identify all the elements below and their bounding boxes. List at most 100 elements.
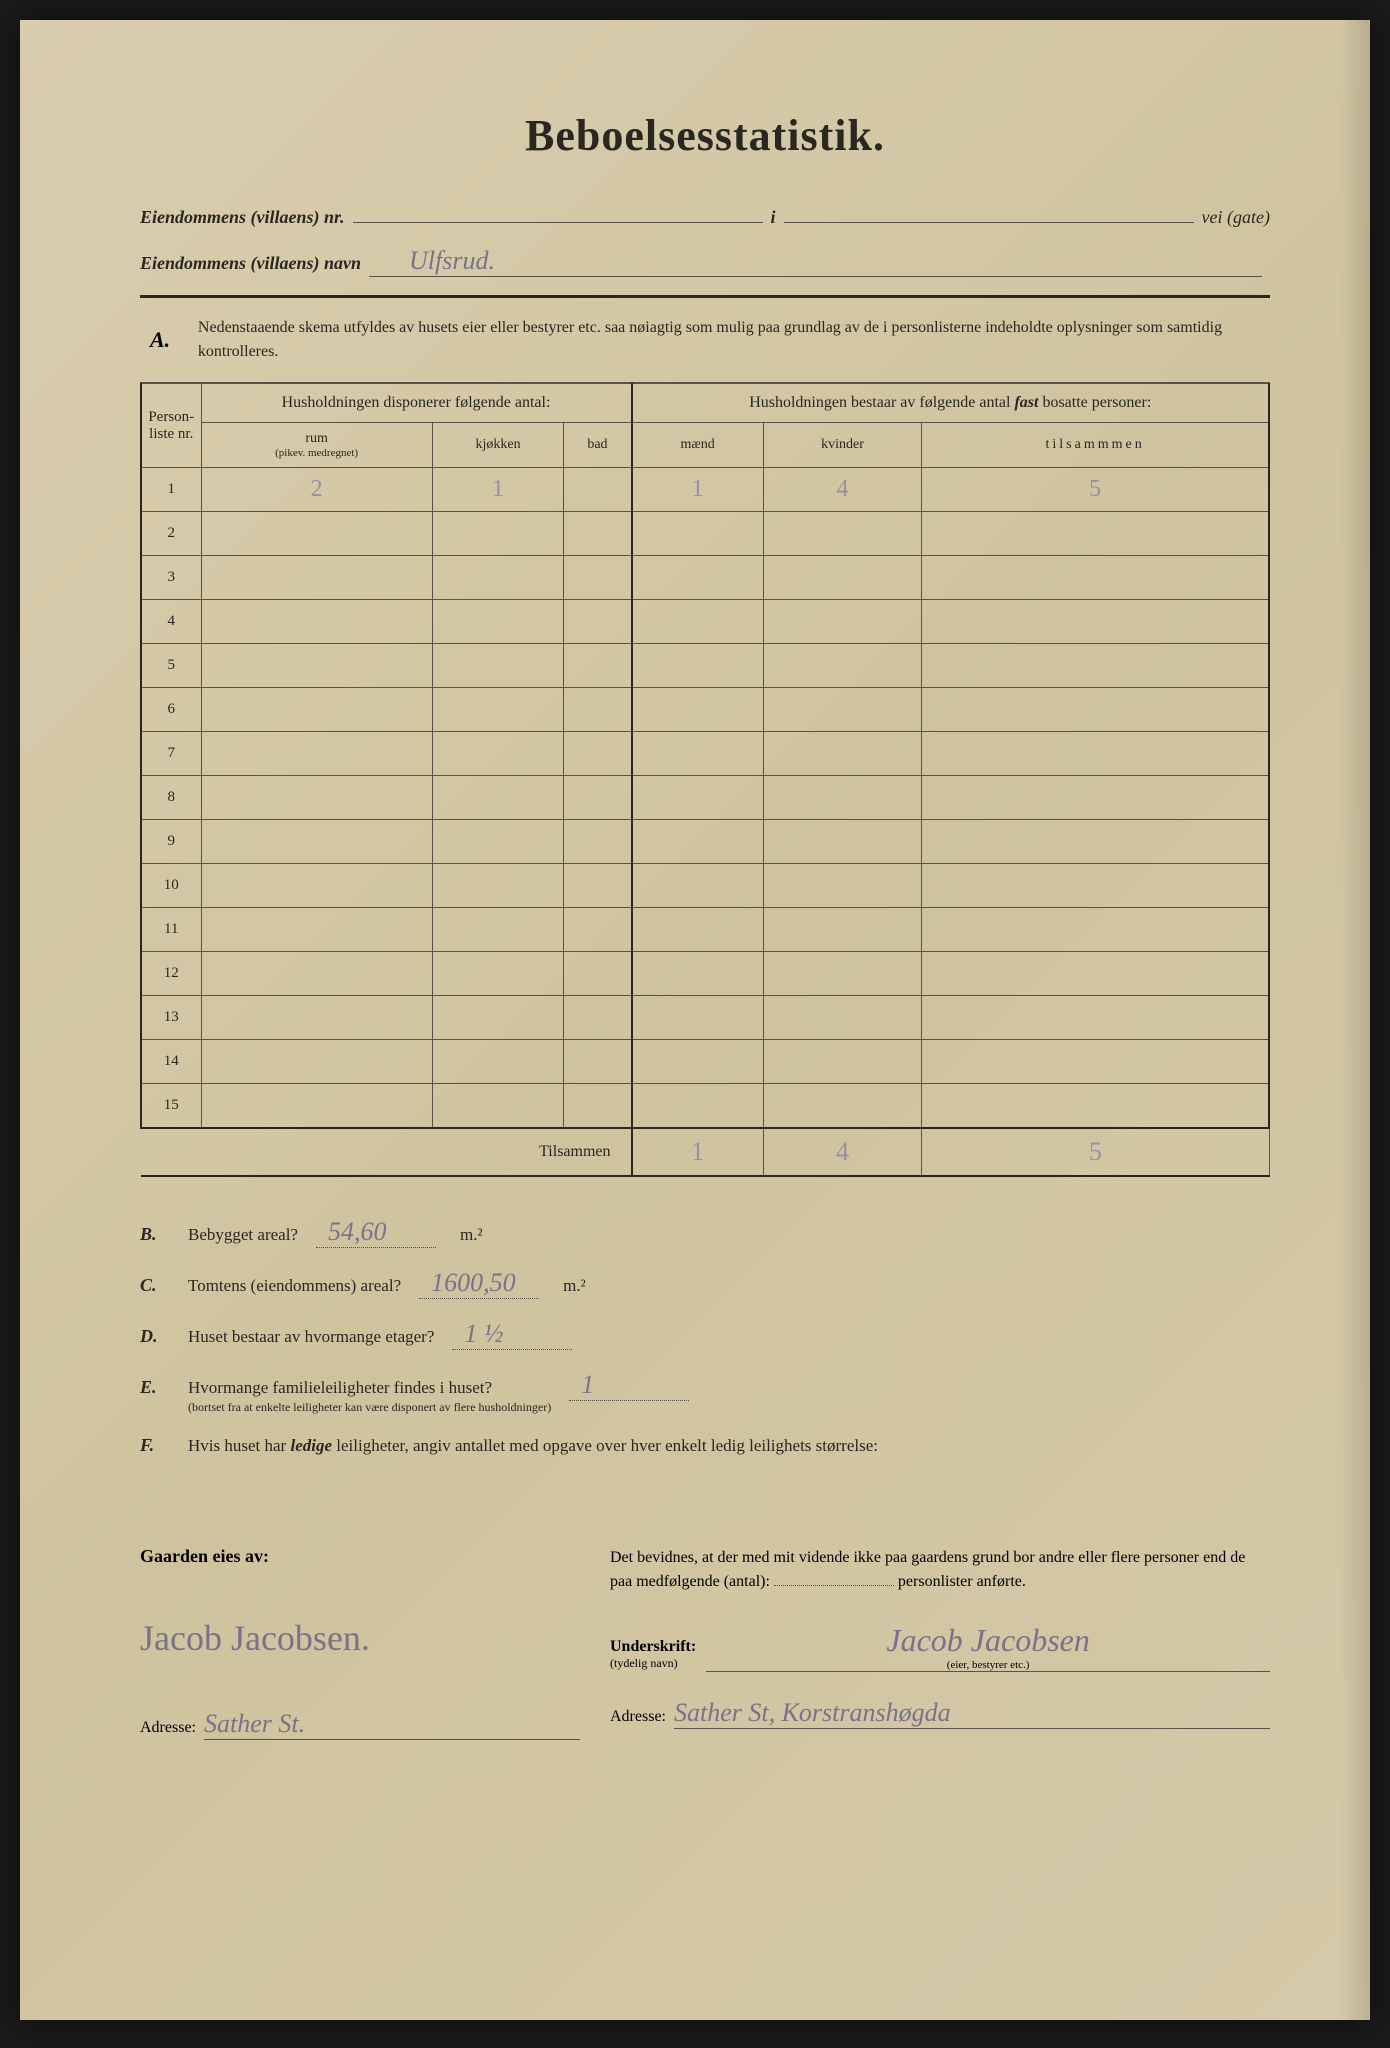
- cell-nr: 4: [141, 600, 201, 644]
- footer-kvinder: 4: [763, 1128, 921, 1176]
- cell-tilsammen: [922, 952, 1269, 996]
- footer-block: Gaarden eies av: Jacob Jacobsen. Adresse…: [140, 1546, 1270, 1740]
- cell-kjokken: [432, 644, 564, 688]
- cell-kvinder: [763, 600, 921, 644]
- cell-nr: 9: [141, 820, 201, 864]
- cell-nr: 12: [141, 952, 201, 996]
- cell-bad: [564, 556, 632, 600]
- cert-gap: [774, 1585, 894, 1586]
- cell-tilsammen: [922, 1040, 1269, 1084]
- page-edge-shadow: [1340, 20, 1370, 2020]
- cell-bad: [564, 688, 632, 732]
- cell-kvinder: [763, 952, 921, 996]
- cell-maend: [632, 644, 764, 688]
- cell-nr: 1: [141, 468, 201, 512]
- cell-kvinder: [763, 688, 921, 732]
- table-row: 10: [141, 864, 1269, 908]
- cell-bad: [564, 1040, 632, 1084]
- cell-kjokken: [432, 996, 564, 1040]
- section-a: A. Nedenstaaende skema utfyldes av huset…: [140, 298, 1270, 383]
- addr-left-label: Adresse:: [140, 1719, 196, 1737]
- cell-rum: [201, 952, 432, 996]
- cell-bad: [564, 820, 632, 864]
- cell-kjokken: [432, 600, 564, 644]
- addr-right-line: Adresse: Sather St, Korstranshøgda: [610, 1698, 1270, 1729]
- cell-maend: [632, 1040, 764, 1084]
- q-d-letter: D.: [140, 1326, 170, 1347]
- cell-kvinder: [763, 864, 921, 908]
- cell-nr: 10: [141, 864, 201, 908]
- cell-rum: [201, 512, 432, 556]
- cell-bad: [564, 776, 632, 820]
- cell-kvinder: [763, 776, 921, 820]
- cell-bad: [564, 468, 632, 512]
- cell-rum: 2: [201, 468, 432, 512]
- cell-tilsammen: [922, 556, 1269, 600]
- cell-nr: 5: [141, 644, 201, 688]
- cell-nr: 13: [141, 996, 201, 1040]
- q-f-letter: F.: [140, 1435, 170, 1456]
- owner-name: Jacob Jacobsen.: [140, 1617, 580, 1659]
- cell-kvinder: [763, 644, 921, 688]
- footer-left: Gaarden eies av: Jacob Jacobsen. Adresse…: [140, 1546, 580, 1740]
- cell-maend: [632, 820, 764, 864]
- certification-text: Det bevidnes, at der med mit vidende ikk…: [610, 1546, 1270, 1594]
- question-b: B. Bebygget areal? 54,60 m.²: [140, 1217, 1270, 1248]
- q-b-text: Bebygget areal?: [188, 1225, 298, 1245]
- cell-kjokken: [432, 556, 564, 600]
- cell-nr: 6: [141, 688, 201, 732]
- table-row: 15: [141, 1084, 1269, 1128]
- cell-kvinder: [763, 556, 921, 600]
- cell-kvinder: [763, 908, 921, 952]
- cell-kjokken: [432, 952, 564, 996]
- property-name-label: Eiendommens (villaens) navn: [140, 253, 361, 274]
- cell-maend: [632, 908, 764, 952]
- q-b-unit: m.²: [460, 1225, 483, 1245]
- cell-bad: [564, 996, 632, 1040]
- cell-nr: 14: [141, 1040, 201, 1084]
- cell-bad: [564, 1084, 632, 1128]
- cell-rum: [201, 908, 432, 952]
- question-c: C. Tomtens (eiendommens) areal? 1600,50 …: [140, 1268, 1270, 1299]
- col-group-persons: Husholdningen bestaar av følgende antal …: [632, 384, 1269, 423]
- document-page: Beboelsesstatistik. Eiendommens (villaen…: [20, 20, 1370, 2020]
- cell-rum: [201, 1084, 432, 1128]
- table-row: 121145: [141, 468, 1269, 512]
- header-line-2: Eiendommens (villaens) navn Ulfsrud.: [140, 246, 1270, 277]
- cell-bad: [564, 732, 632, 776]
- cell-tilsammen: [922, 688, 1269, 732]
- cell-tilsammen: [922, 1084, 1269, 1128]
- header-mid-i: i: [771, 207, 776, 228]
- cell-bad: [564, 600, 632, 644]
- q-e-letter: E.: [140, 1377, 170, 1398]
- street-trail: vei (gate): [1202, 207, 1270, 228]
- table-row: 9: [141, 820, 1269, 864]
- cell-tilsammen: [922, 776, 1269, 820]
- addr-right-value: Sather St, Korstranshøgda: [674, 1698, 1270, 1729]
- cell-maend: [632, 952, 764, 996]
- street-fill: [784, 201, 1194, 223]
- cell-tilsammen: [922, 732, 1269, 776]
- table-row: 2: [141, 512, 1269, 556]
- cell-bad: [564, 512, 632, 556]
- q-f-b: leiligheter, angiv antallet med opgave o…: [332, 1436, 878, 1455]
- cell-maend: [632, 864, 764, 908]
- sig-note: (tydelig navn): [610, 1656, 696, 1671]
- cell-bad: [564, 952, 632, 996]
- page-title: Beboelsesstatistik.: [140, 110, 1270, 161]
- cell-rum: [201, 996, 432, 1040]
- cell-rum: [201, 776, 432, 820]
- cell-tilsammen: [922, 820, 1269, 864]
- q-f-text: Hvis huset har ledige leiligheter, angiv…: [188, 1436, 878, 1456]
- sig-sub: (eier, bestyrer etc.): [706, 1659, 1270, 1671]
- footer-tilsammen: 5: [922, 1128, 1269, 1176]
- cell-maend: [632, 996, 764, 1040]
- cell-kjokken: 1: [432, 468, 564, 512]
- addr-right-label: Adresse:: [610, 1708, 666, 1726]
- section-a-letter: A.: [150, 327, 198, 353]
- cell-tilsammen: 5: [922, 468, 1269, 512]
- cell-kvinder: [763, 1084, 921, 1128]
- cell-tilsammen: [922, 996, 1269, 1040]
- cert-b: personlister anførte.: [894, 1573, 1026, 1590]
- section-a-text: Nedenstaaende skema utfyldes av husets e…: [198, 316, 1260, 364]
